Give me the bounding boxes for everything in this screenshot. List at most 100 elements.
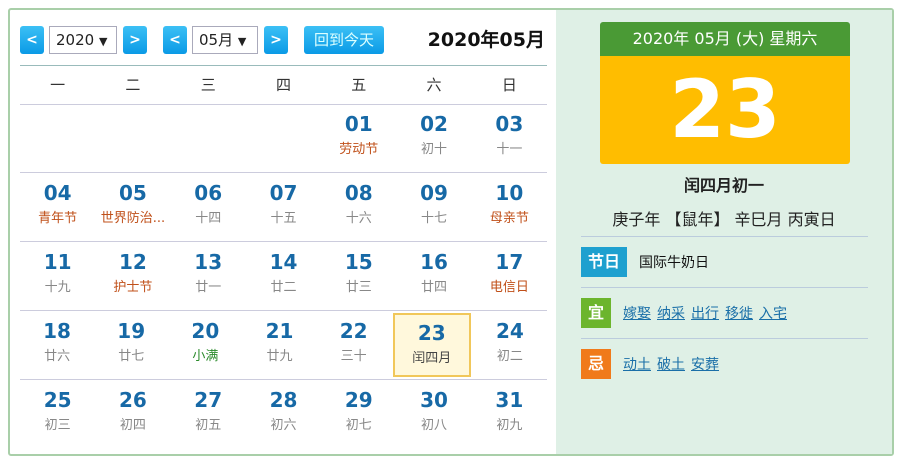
day-cell[interactable]: 05 世界防治... <box>95 173 170 241</box>
day-cell[interactable]: 12 护士节 <box>95 242 170 310</box>
lunar-label: 母亲节 <box>489 211 529 226</box>
lunar-label: 初九 <box>496 418 523 433</box>
day-cell[interactable]: 27 初五 <box>171 380 246 448</box>
lunar-label: 十九 <box>44 280 71 295</box>
day-cell[interactable]: 03 十一 <box>472 104 547 172</box>
ji-item-link[interactable]: 安葬 <box>691 357 719 373</box>
day-number: 09 <box>420 181 448 205</box>
month-select[interactable]: 05月 ▼ <box>192 26 258 54</box>
prev-month-button[interactable]: < <box>163 26 187 54</box>
yi-tag: 宜 <box>581 298 611 328</box>
day-number: 06 <box>194 181 223 205</box>
day-cell[interactable]: 22 三十 <box>317 311 391 379</box>
day-number: 11 <box>43 250 72 274</box>
yi-item-link[interactable]: 入宅 <box>759 306 787 322</box>
day-number: 08 <box>344 181 373 205</box>
calendar-frame: < 2020 ▼ > < 05月 ▼ > 回到今天 2020年05月 一 二 三 四 五… <box>8 8 894 456</box>
day-cell[interactable]: 14 廿二 <box>246 242 321 310</box>
day-cell[interactable]: 29 初七 <box>321 380 396 448</box>
lunar-label: 护士节 <box>113 280 153 295</box>
back-to-today-button[interactable]: 回到今天 <box>304 26 384 54</box>
empty-cell <box>95 104 170 172</box>
weekday-label: 六 <box>426 76 442 94</box>
day-number: 28 <box>269 388 298 412</box>
empty-cell <box>246 104 321 172</box>
day-cell[interactable]: 31 初九 <box>472 380 547 448</box>
yi-item-link[interactable]: 出行 <box>691 306 719 322</box>
ji-item-link[interactable]: 动土 <box>623 357 651 373</box>
day-grid: 01 劳动节 02 初十 03 十一 04 青年节 05 世界防治... 06 十四 07 十五 08 十六 0… <box>20 104 547 448</box>
day-cell[interactable]: 09 十七 <box>396 173 471 241</box>
day-number: 01 <box>344 112 373 136</box>
day-cell[interactable]: 13 廿一 <box>171 242 246 310</box>
lunar-label: 初十 <box>421 142 448 157</box>
day-cell[interactable]: 15 廿三 <box>321 242 396 310</box>
weekday-label: 一 <box>50 76 66 94</box>
month-value: 05月 <box>199 31 234 49</box>
day-number: 22 <box>339 319 368 343</box>
day-cell[interactable]: 04 青年节 <box>20 173 95 241</box>
day-cell[interactable]: 16 廿四 <box>396 242 471 310</box>
next-year-button[interactable]: > <box>123 26 147 54</box>
day-cell[interactable]: 23 闰四月 <box>392 313 471 377</box>
day-number: 21 <box>265 319 294 343</box>
day-cell[interactable]: 28 初六 <box>246 380 321 448</box>
day-number: 12 <box>119 250 147 274</box>
weekday-label: 三 <box>200 76 216 94</box>
week-row: 01 劳动节 02 初十 03 十一 <box>20 104 547 173</box>
day-number: 07 <box>269 181 298 205</box>
lunar-label: 十一 <box>496 142 523 157</box>
day-cell[interactable]: 21 廿九 <box>242 311 316 379</box>
ganzhi-date: 庚子年 【鼠年】 辛巳月 丙寅日 <box>612 210 836 229</box>
ji-tag: 忌 <box>581 349 611 379</box>
yi-item-link[interactable]: 嫁娶 <box>623 306 651 322</box>
day-number: 05 <box>119 181 147 205</box>
day-cell[interactable]: 08 十六 <box>321 173 396 241</box>
day-number: 31 <box>495 388 524 412</box>
festival-text: 国际牛奶日 <box>639 255 709 271</box>
next-month-button[interactable]: > <box>264 26 288 54</box>
lunar-label: 小满 <box>192 349 219 364</box>
lunar-label: 廿三 <box>345 280 372 295</box>
day-cell[interactable]: 17 电信日 <box>472 242 547 310</box>
lunar-label: 十四 <box>195 211 222 226</box>
prev-year-button[interactable]: < <box>20 26 44 54</box>
dropdown-arrow-icon: ▼ <box>98 35 108 48</box>
ji-item-link[interactable]: 破土 <box>657 357 685 373</box>
day-number: 14 <box>269 250 298 274</box>
day-number: 04 <box>43 181 72 205</box>
day-number: 10 <box>495 181 524 205</box>
day-number: 30 <box>420 388 448 412</box>
day-number: 19 <box>117 319 146 343</box>
lunar-label: 初六 <box>270 418 297 433</box>
dropdown-arrow-icon: ▼ <box>237 35 247 48</box>
day-cell[interactable]: 06 十四 <box>171 173 246 241</box>
day-cell[interactable]: 02 初十 <box>396 104 471 172</box>
day-cell[interactable]: 19 廿七 <box>94 311 168 379</box>
current-month-label: 2020年05月 <box>427 29 545 51</box>
day-cell[interactable]: 24 初二 <box>473 311 547 379</box>
day-cell[interactable]: 07 十五 <box>246 173 321 241</box>
day-number: 03 <box>495 112 524 136</box>
lunar-label: 初二 <box>496 349 523 364</box>
day-cell[interactable]: 20 小满 <box>168 311 242 379</box>
weekday-label: 日 <box>501 76 517 94</box>
weekday-label: 二 <box>125 76 141 94</box>
day-cell[interactable]: 10 母亲节 <box>472 173 547 241</box>
lunar-label: 电信日 <box>489 280 529 295</box>
day-cell[interactable]: 25 初三 <box>20 380 95 448</box>
day-cell[interactable]: 18 廿六 <box>20 311 94 379</box>
yi-item-link[interactable]: 纳采 <box>657 306 685 322</box>
lunar-label: 初八 <box>421 418 448 433</box>
lunar-label: 廿七 <box>118 349 145 364</box>
day-cell[interactable]: 01 劳动节 <box>321 104 396 172</box>
day-cell[interactable]: 30 初八 <box>396 380 471 448</box>
week-row: 18 廿六 19 廿七 20 小满 21 廿九 22 三十 23 闰四月 24 初二 <box>20 311 547 380</box>
day-cell[interactable]: 26 初四 <box>95 380 170 448</box>
year-select[interactable]: 2020 ▼ <box>49 26 117 54</box>
yi-item-link[interactable]: 移徙 <box>725 306 753 322</box>
day-cell[interactable]: 11 十九 <box>20 242 95 310</box>
lunar-label: 十七 <box>421 211 448 226</box>
lunar-label: 廿九 <box>266 349 293 364</box>
